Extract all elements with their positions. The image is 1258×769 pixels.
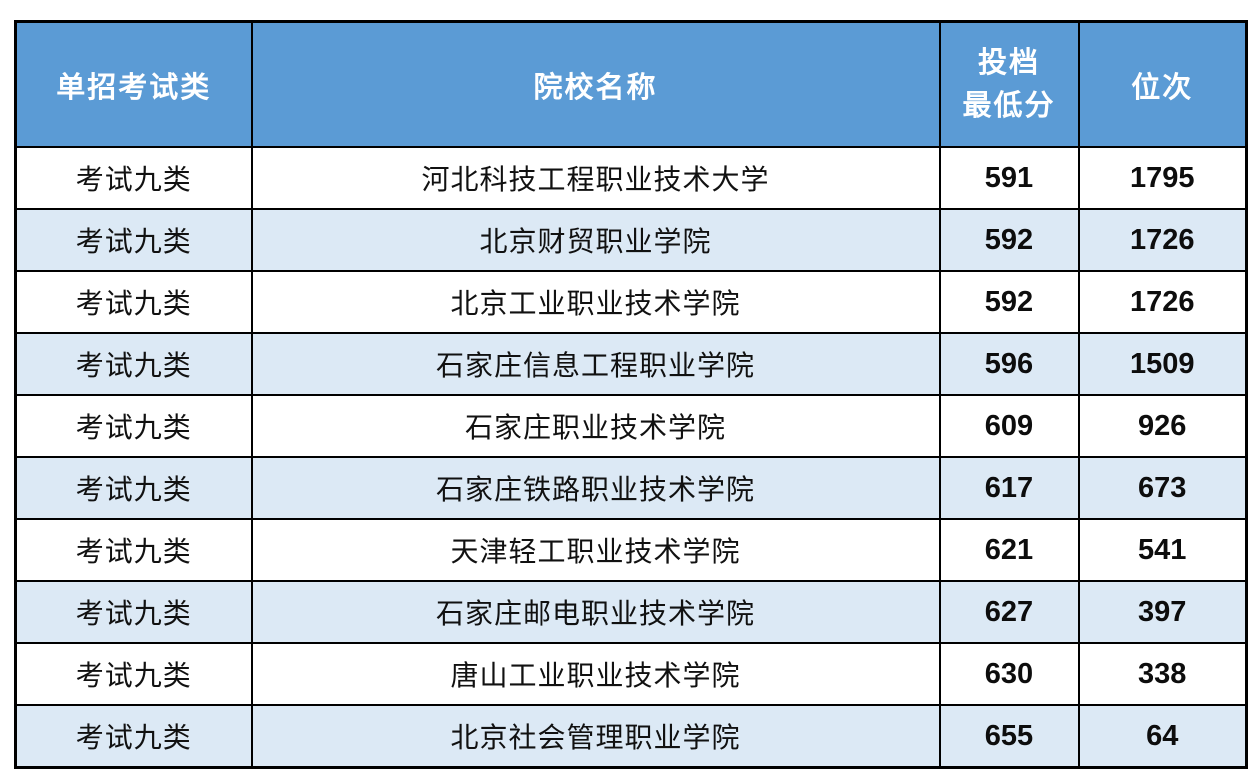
- cell-institution-name: 石家庄邮电职业技术学院: [250, 580, 941, 644]
- header-cell-min-score: 投档 最低分: [938, 20, 1080, 148]
- cell-institution-name: 唐山工业职业技术学院: [250, 642, 941, 706]
- table-row: 考试九类 北京工业职业技术学院 592 1726: [14, 270, 1248, 334]
- table-row: 考试九类 石家庄信息工程职业学院 596 1509: [14, 332, 1248, 396]
- cell-exam-category: 考试九类: [14, 518, 253, 582]
- table-row: 考试九类 北京社会管理职业学院 655 64: [14, 704, 1248, 769]
- admission-score-table-container: 单招考试类 院校名称 投档 最低分 位次 考试九类 河北科技工程职业技术大学 5…: [14, 20, 1248, 769]
- cell-institution-name: 河北科技工程职业技术大学: [250, 146, 941, 210]
- cell-min-score: 591: [938, 146, 1080, 210]
- header-cell-exam-category: 单招考试类: [14, 20, 253, 148]
- cell-exam-category: 考试九类: [14, 208, 253, 272]
- cell-exam-category: 考试九类: [14, 270, 253, 334]
- cell-institution-name: 石家庄信息工程职业学院: [250, 332, 941, 396]
- table-row: 考试九类 石家庄铁路职业技术学院 617 673: [14, 456, 1248, 520]
- cell-rank: 673: [1077, 456, 1248, 520]
- cell-min-score: 621: [938, 518, 1080, 582]
- cell-institution-name: 北京社会管理职业学院: [250, 704, 941, 769]
- cell-rank: 1795: [1077, 146, 1248, 210]
- cell-rank: 338: [1077, 642, 1248, 706]
- cell-rank: 541: [1077, 518, 1248, 582]
- table-row: 考试九类 北京财贸职业学院 592 1726: [14, 208, 1248, 272]
- cell-min-score: 592: [938, 208, 1080, 272]
- cell-exam-category: 考试九类: [14, 642, 253, 706]
- admission-score-table: 单招考试类 院校名称 投档 最低分 位次 考试九类 河北科技工程职业技术大学 5…: [14, 20, 1248, 769]
- cell-rank: 1726: [1077, 208, 1248, 272]
- cell-exam-category: 考试九类: [14, 332, 253, 396]
- cell-min-score: 617: [938, 456, 1080, 520]
- cell-rank: 926: [1077, 394, 1248, 458]
- cell-exam-category: 考试九类: [14, 146, 253, 210]
- cell-rank: 1509: [1077, 332, 1248, 396]
- cell-institution-name: 北京工业职业技术学院: [250, 270, 941, 334]
- cell-rank: 64: [1077, 704, 1248, 769]
- header-row: 单招考试类 院校名称 投档 最低分 位次: [14, 20, 1248, 148]
- cell-institution-name: 石家庄铁路职业技术学院: [250, 456, 941, 520]
- cell-min-score: 609: [938, 394, 1080, 458]
- header-min-score-line2: 最低分: [962, 89, 1056, 122]
- table-row: 考试九类 天津轻工职业技术学院 621 541: [14, 518, 1248, 582]
- cell-institution-name: 北京财贸职业学院: [250, 208, 941, 272]
- cell-exam-category: 考试九类: [14, 456, 253, 520]
- cell-min-score: 592: [938, 270, 1080, 334]
- header-cell-institution-name: 院校名称: [250, 20, 941, 148]
- cell-rank: 397: [1077, 580, 1248, 644]
- table-row: 考试九类 唐山工业职业技术学院 630 338: [14, 642, 1248, 706]
- cell-min-score: 630: [938, 642, 1080, 706]
- cell-exam-category: 考试九类: [14, 580, 253, 644]
- table-row: 考试九类 石家庄职业技术学院 609 926: [14, 394, 1248, 458]
- cell-min-score: 596: [938, 332, 1080, 396]
- table-row: 考试九类 河北科技工程职业技术大学 591 1795: [14, 146, 1248, 210]
- cell-institution-name: 石家庄职业技术学院: [250, 394, 941, 458]
- cell-exam-category: 考试九类: [14, 704, 253, 769]
- header-min-score-line1: 投档: [977, 47, 1040, 80]
- cell-exam-category: 考试九类: [14, 394, 253, 458]
- cell-min-score: 627: [938, 580, 1080, 644]
- header-cell-rank: 位次: [1077, 20, 1248, 148]
- cell-rank: 1726: [1077, 270, 1248, 334]
- cell-min-score: 655: [938, 704, 1080, 769]
- table-row: 考试九类 石家庄邮电职业技术学院 627 397: [14, 580, 1248, 644]
- cell-institution-name: 天津轻工职业技术学院: [250, 518, 941, 582]
